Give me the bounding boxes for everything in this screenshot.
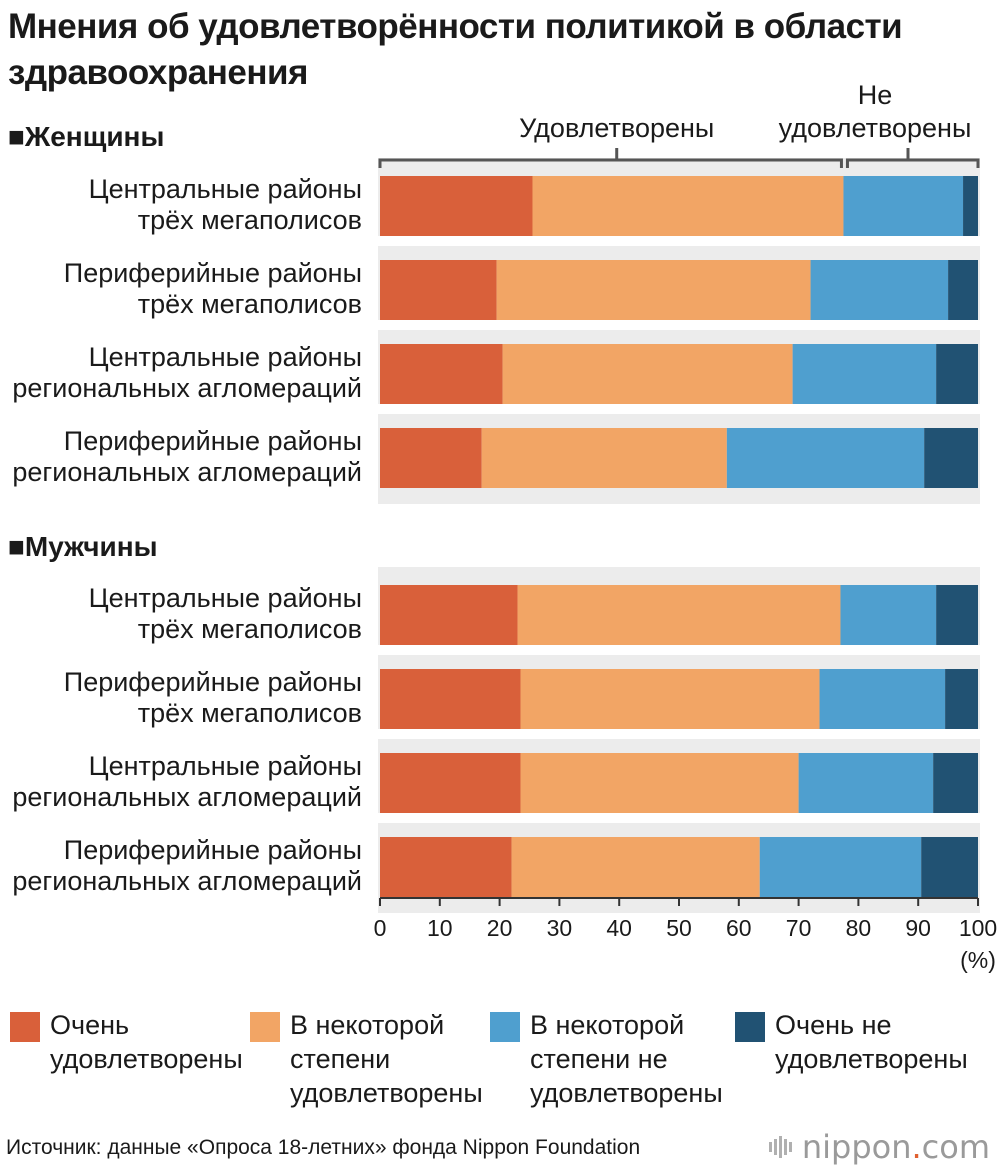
row-label: Периферийные районы xyxy=(64,667,362,697)
row-label: Периферийные районы xyxy=(64,258,362,288)
legend-swatch xyxy=(250,1012,280,1042)
x-tick-label: 10 xyxy=(427,915,453,941)
row-label: трёх мегаполисов xyxy=(138,289,362,319)
bar-segment xyxy=(380,753,521,813)
x-tick-label: 40 xyxy=(606,915,632,941)
row-label: Центральные районы xyxy=(89,751,362,781)
legend-swatch xyxy=(735,1012,765,1042)
legend-label: Очень не удовлетворены xyxy=(775,1010,968,1074)
bar-segment xyxy=(517,585,841,645)
row-label: трёх мегаполисов xyxy=(138,205,362,235)
legend: Очень удовлетворены В некоторой степени удов… xyxy=(0,1008,1000,1118)
bar-segment xyxy=(481,428,727,488)
legend-label: Очень удовлетворены xyxy=(50,1010,243,1074)
legend-label: В некоторой степени удовлетворены xyxy=(290,1010,483,1108)
bar-segment xyxy=(496,260,811,320)
row-label: Центральные районы xyxy=(89,174,362,204)
bar-segment xyxy=(532,176,844,236)
bar-segment xyxy=(502,344,793,404)
bar-segment xyxy=(759,837,922,897)
nippon-logo: nippon. com xyxy=(768,1128,990,1166)
bar-segment xyxy=(798,753,934,813)
legend-item: Очень удовлетворены xyxy=(10,1008,270,1076)
row-label: Центральные районы xyxy=(89,342,362,372)
legend-swatch xyxy=(490,1012,520,1042)
x-tick-label: 80 xyxy=(846,915,872,941)
bar-segment xyxy=(819,669,946,729)
bar-segment xyxy=(792,344,937,404)
bar-segment xyxy=(380,669,521,729)
bar-segment xyxy=(380,837,512,897)
logo-dot: . xyxy=(911,1128,922,1166)
bracket-label: удовлетворены xyxy=(779,113,972,143)
x-tick-label: 90 xyxy=(905,915,931,941)
bar-segment xyxy=(380,428,482,488)
row-label: региональных агломераций xyxy=(12,373,362,403)
bar-segment xyxy=(963,176,978,236)
x-tick-label: 70 xyxy=(786,915,812,941)
row-label: Периферийные районы xyxy=(64,835,362,865)
x-tick-label: 100 xyxy=(959,915,997,941)
x-tick-label: 50 xyxy=(666,915,692,941)
bar-segment xyxy=(380,260,497,320)
bar-segment xyxy=(936,344,978,404)
bar-segment xyxy=(380,176,533,236)
group-label: ■Женщины xyxy=(8,121,164,152)
bar-segment xyxy=(948,260,978,320)
x-tick-label: 20 xyxy=(487,915,513,941)
logo-suffix: com xyxy=(921,1128,990,1166)
bar-segment xyxy=(520,669,820,729)
bar-segment xyxy=(380,344,503,404)
group-label: ■Мужчины xyxy=(8,531,158,562)
bracket-label: Не xyxy=(858,80,893,110)
bracket-label: Удовлетворены xyxy=(519,113,714,143)
bracket-unsatisfied xyxy=(845,158,980,168)
bar-segment xyxy=(810,260,949,320)
bar-segment xyxy=(924,428,978,488)
logo-name: nippon xyxy=(801,1128,912,1166)
legend-item: В некоторой степени не удовлетворены xyxy=(490,1008,750,1110)
row-separator xyxy=(378,729,980,739)
axis-unit: (%) xyxy=(960,947,996,973)
bar-segment xyxy=(840,585,937,645)
row-separator xyxy=(378,645,980,655)
row-label: региональных агломераций xyxy=(12,866,362,896)
bar-segment xyxy=(843,176,964,236)
x-tick-label: 60 xyxy=(726,915,752,941)
bar-segment xyxy=(520,753,799,813)
row-label: трёх мегаполисов xyxy=(138,698,362,728)
x-tick-label: 30 xyxy=(547,915,573,941)
legend-label: В некоторой степени не удовлетворены xyxy=(530,1010,723,1108)
chart-title: Мнения об удовлетворённости политикой в … xyxy=(8,7,903,92)
bar-segment xyxy=(511,837,760,897)
bar-segment xyxy=(921,837,978,897)
source-note: Источник: данные «Опроса 18-летних» фонд… xyxy=(6,1136,641,1159)
bar-segment xyxy=(726,428,925,488)
row-separator xyxy=(378,236,980,246)
legend-item: В некоторой степени удовлетворены xyxy=(250,1008,510,1110)
row-label: региональных агломераций xyxy=(12,782,362,812)
bar-segment xyxy=(933,753,978,813)
legend-item: Очень не удовлетворены xyxy=(735,1008,995,1076)
row-separator xyxy=(378,320,980,330)
logo-mark-icon xyxy=(768,1136,794,1158)
row-separator xyxy=(378,813,980,823)
row-label: трёх мегаполисов xyxy=(138,614,362,644)
row-label: региональных агломераций xyxy=(12,457,362,487)
bar-segment xyxy=(945,669,978,729)
bar-segment xyxy=(936,585,978,645)
bar-segment xyxy=(380,585,518,645)
legend-swatch xyxy=(10,1012,40,1042)
x-tick-label: 0 xyxy=(374,915,387,941)
bracket-satisfied xyxy=(378,158,843,168)
row-separator xyxy=(378,404,980,414)
row-label: Центральные районы xyxy=(89,583,362,613)
row-label: Периферийные районы xyxy=(64,426,362,456)
